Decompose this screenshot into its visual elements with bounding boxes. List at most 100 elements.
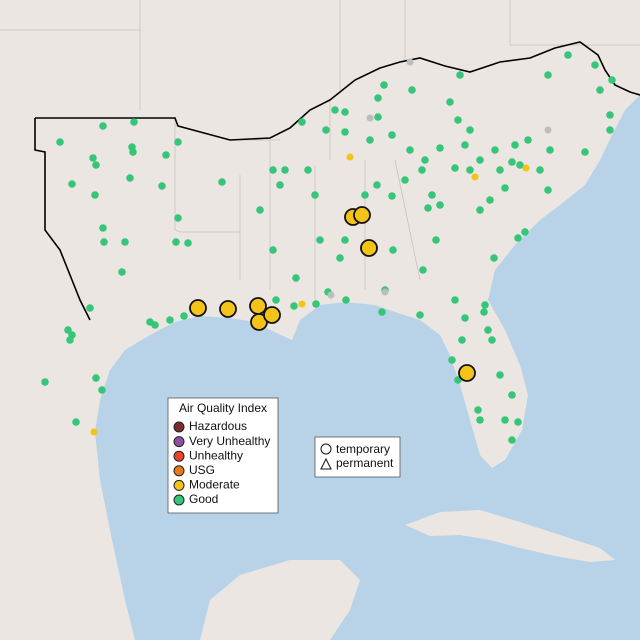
unknown-monitor [381,288,389,296]
good-monitor [606,111,614,119]
good-monitor [466,126,474,134]
good-monitor [118,268,126,276]
good-monitor [514,418,522,426]
good-monitor [476,416,484,424]
good-monitor [269,246,277,254]
good-monitor [461,141,469,149]
shape-label: temporary [336,442,390,456]
good-monitor [361,191,369,199]
good-monitor [218,178,226,186]
legend-swatch [173,450,185,462]
good-monitor [269,166,277,174]
good-monitor [466,166,474,174]
legend-swatch [173,421,185,433]
good-monitor [172,238,180,246]
moderate-monitor [346,153,354,161]
good-monitor [418,166,426,174]
legend-title: Air Quality Index [179,401,267,415]
legend-label: Good [189,492,218,506]
good-monitor [501,184,509,192]
good-monitor [581,148,589,156]
good-monitor [366,136,374,144]
good-monitor [591,61,599,69]
good-monitor [129,148,137,156]
good-monitor [419,266,427,274]
good-monitor [389,246,397,254]
good-monitor [496,166,504,174]
legend-label: Hazardous [189,419,247,433]
good-monitor [451,296,459,304]
legend-label: Very Unhealthy [189,434,270,448]
good-monitor [488,336,496,344]
good-monitor [421,156,429,164]
legend-label: Moderate [189,478,240,492]
good-monitor [126,174,134,182]
good-monitor [491,146,499,154]
good-monitor [596,86,604,94]
good-monitor [458,336,466,344]
good-monitor [336,254,344,262]
good-monitor [256,206,264,214]
good-monitor [474,406,482,414]
good-monitor [428,191,436,199]
legend-swatch [173,494,185,506]
good-monitor [380,81,388,89]
good-monitor [312,300,320,308]
good-monitor [290,302,298,310]
good-monitor [180,312,188,320]
region-outline [34,41,640,321]
good-monitor [341,128,349,136]
good-monitor [316,236,324,244]
good-monitor [456,71,464,79]
good-monitor [480,308,488,316]
legend-label: USG [189,463,215,477]
good-monitor [184,239,192,247]
good-monitor [341,236,349,244]
monitors [41,51,616,444]
good-monitor [501,416,509,424]
moderate-monitor [90,428,98,436]
good-monitor [511,141,519,149]
good-monitor [98,386,106,394]
good-monitor [490,254,498,262]
good-monitor [461,314,469,322]
good-monitor [401,176,409,184]
shape-label: permanent [336,456,394,470]
circle-symbol [320,443,332,455]
good-monitor [521,228,529,236]
moderate-temporary-monitor [189,299,207,317]
good-monitor [374,113,382,121]
good-monitor [341,108,349,116]
good-monitor [86,304,94,312]
moderate-monitor [298,300,306,308]
good-monitor [342,296,350,304]
unknown-monitor [366,114,374,122]
shape-legend: temporary permanent [314,436,401,478]
legend-swatch [173,465,185,477]
good-monitor [436,144,444,152]
good-monitor [378,308,386,316]
good-monitor [121,238,129,246]
moderate-temporary-monitor [263,306,281,324]
good-monitor [448,356,456,364]
good-monitor [436,201,444,209]
yucatan [200,560,360,640]
good-monitor [408,86,416,94]
good-monitor [416,311,424,319]
good-monitor [564,51,572,59]
good-monitor [432,236,440,244]
unknown-monitor [406,58,414,66]
legend-label: Unhealthy [189,448,243,462]
good-monitor [508,391,516,399]
moderate-temporary-monitor [458,364,476,382]
good-monitor [99,122,107,130]
good-monitor [166,316,174,324]
unknown-monitor [327,291,335,299]
good-monitor [374,94,382,102]
good-monitor [99,224,107,232]
good-monitor [451,164,459,172]
good-monitor [92,161,100,169]
good-monitor [72,418,80,426]
